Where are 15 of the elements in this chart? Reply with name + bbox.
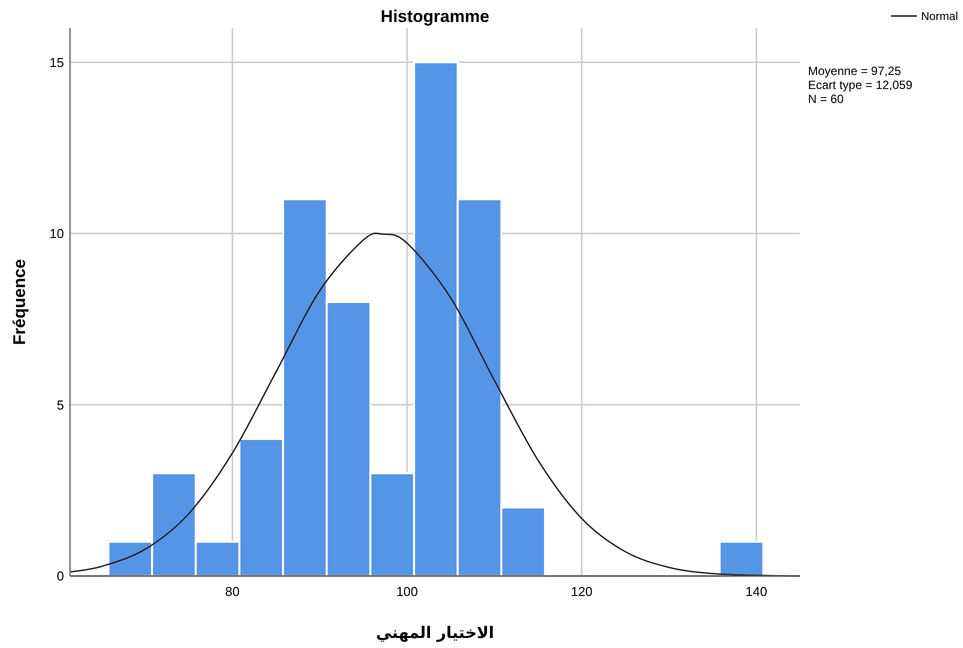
text: N = 60: [808, 92, 844, 106]
x-tick-label: 80: [225, 584, 240, 599]
y-tick-label: 15: [50, 54, 64, 70]
x-axis-title: الاختيار المهني: [376, 623, 494, 642]
text: Ecart type = 12,059: [808, 78, 913, 92]
x-tick-label: 120: [570, 584, 593, 599]
y-tick-label: 10: [50, 226, 64, 241]
x-tick-label: 140: [745, 584, 768, 599]
text: Moyenne = 97,25: [808, 64, 902, 78]
legend-label: Normal: [920, 11, 958, 23]
chart-title: Histogramme: [380, 7, 490, 26]
y-tick-label: 0: [56, 568, 64, 584]
y-axis-title: Fréquence: [10, 259, 29, 345]
y-tick-label: 5: [56, 397, 64, 412]
x-tick-label: 100: [396, 584, 418, 599]
